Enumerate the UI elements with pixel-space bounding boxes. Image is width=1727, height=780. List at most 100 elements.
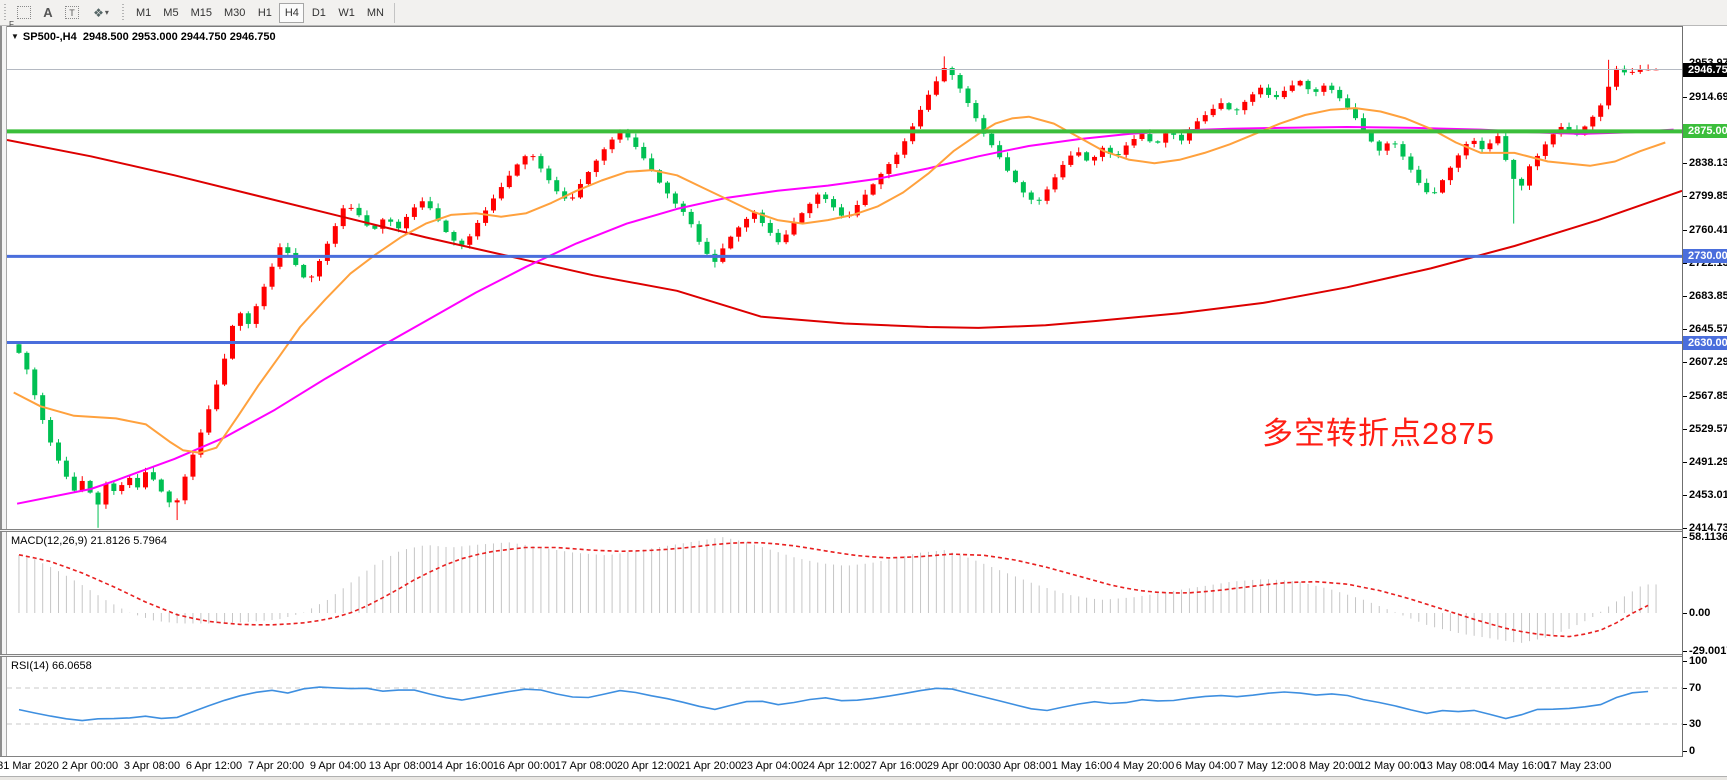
price-tick-label-tick	[1683, 97, 1687, 99]
price-tick-label-tick	[1683, 362, 1687, 364]
timeframe-button-mn[interactable]: MN	[366, 6, 384, 19]
date-label: 20 Apr 12:00	[616, 760, 680, 772]
date-label: 8 May 20:00	[1299, 760, 1361, 772]
date-label: 17 May 23:00	[1544, 760, 1612, 772]
date-label: 7 Apr 20:00	[247, 760, 305, 772]
date-label: 9 Apr 04:00	[309, 760, 367, 772]
price-tick-label: 2760.410	[1689, 224, 1727, 237]
date-label: 27 Apr 16:00	[864, 760, 928, 772]
price-tick-label: 2799.850	[1689, 190, 1727, 203]
timeframe-button-m1[interactable]: M1	[136, 6, 152, 19]
macd-canvas[interactable]	[7, 532, 1682, 653]
price-chart-canvas[interactable]	[7, 27, 1682, 529]
price-tick-label: 2607.290	[1689, 356, 1727, 369]
timeframe-button-w1[interactable]: W1	[338, 6, 355, 19]
ohlc-open: 2948.500	[82, 31, 129, 43]
rsi-tick-label: 0	[1689, 745, 1696, 757]
ohlc-close: 2946.750	[229, 31, 276, 43]
pane-splitter-rsi[interactable]	[0, 654, 1727, 657]
collapse-triangle-icon[interactable]: ▼	[11, 32, 19, 41]
chart-title: ▼ SP500-,H4 2948.500 2953.000 2944.750 29…	[11, 31, 276, 43]
macd-tick-label-tick	[1683, 613, 1687, 614]
date-label: 13 Apr 08:00	[368, 760, 432, 772]
price-tick-label-tick	[1683, 329, 1687, 331]
date-label: 31 Mar 2020	[0, 760, 59, 772]
rsi-canvas[interactable]	[7, 657, 1682, 755]
rsi-tick-label: 30	[1689, 718, 1702, 730]
timeframe-button-m5[interactable]: M5	[163, 6, 179, 19]
pane-splitter-macd[interactable]	[0, 529, 1727, 532]
macd-tick-label: 58.1136	[1689, 530, 1727, 543]
rsi-tick-label-tick	[1683, 751, 1687, 752]
price-tick-label: 2529.570	[1689, 423, 1727, 436]
main-toolbar: F A T ❖ ▾ M1 M5 M15 M30 H1 H4 D1 W1 MN	[0, 0, 1727, 29]
timeframe-button-h4[interactable]: H4	[279, 2, 305, 23]
dropdown-caret-icon: ▾	[104, 8, 109, 17]
price-tick-label: 2491.290	[1689, 456, 1727, 469]
date-label: 12 May 00:00	[1358, 760, 1426, 772]
template-f-label: F	[9, 19, 14, 29]
date-label: 23 Apr 04:00	[740, 760, 804, 772]
text-box-button[interactable]: T	[60, 2, 84, 24]
date-label: 24 Apr 12:00	[802, 760, 866, 772]
rsi-tick-label: 70	[1689, 682, 1702, 694]
macd-label: MACD(12,26,9) 21.8126 5.7964	[11, 535, 167, 547]
price-tick-label: 2567.850	[1689, 390, 1727, 403]
date-label: 16 Apr 00:00	[492, 760, 556, 772]
price-chart-pane[interactable]	[7, 27, 1682, 529]
price-tick-label-tick	[1683, 528, 1687, 530]
macd-tick-label: 0.00	[1689, 607, 1711, 619]
date-label: 17 Apr 08:00	[554, 760, 618, 772]
price-tick-label: 2453.010	[1689, 489, 1727, 502]
symbol-timeframe: SP500-,H4	[22, 31, 77, 43]
price-tick-label-tick	[1683, 263, 1687, 265]
timeframe-group: M1 M5 M15 M30 H1 H4 D1 W1 MN	[130, 2, 390, 23]
chart-text-annotation[interactable]: 多空转折点2875	[1262, 416, 1495, 451]
ohlc-high: 2953.000	[131, 31, 178, 43]
price-axis[interactable]: 2953.9702914.6902838.1302799.8502760.410…	[1683, 26, 1727, 776]
timeframe-button-h1[interactable]: H1	[257, 6, 272, 19]
price-tick-label-tick	[1683, 163, 1687, 165]
timeframe-button-m15[interactable]: M15	[190, 6, 212, 19]
date-label: 14 Apr 16:00	[430, 760, 494, 772]
date-label: 30 Apr 08:00	[988, 760, 1052, 772]
date-label: 6 May 04:00	[1175, 760, 1237, 772]
toolbar-grip[interactable]	[2, 3, 9, 22]
window-left-edge	[0, 26, 7, 776]
price-tick-label-tick	[1683, 230, 1687, 232]
window-bottom-strip	[0, 776, 1727, 780]
horizontal-line-badge: 2630.000	[1683, 335, 1727, 350]
date-label: 3 Apr 08:00	[123, 760, 181, 772]
price-tick-label-tick	[1683, 296, 1687, 298]
text-box-icon: T	[65, 6, 79, 19]
horizontal-line-badge: 2730.000	[1683, 249, 1727, 264]
price-tick-label-tick	[1683, 429, 1687, 431]
price-tick-label-tick	[1683, 462, 1687, 464]
current-price-badge: 2946.750	[1683, 62, 1727, 77]
template-f-button[interactable]: F	[9, 2, 36, 29]
date-label: 2 Apr 00:00	[61, 760, 119, 772]
date-label: 7 May 12:00	[1237, 760, 1299, 772]
macd-pane[interactable]	[7, 532, 1682, 653]
text-label-icon: A	[43, 5, 53, 20]
date-label: 6 Apr 12:00	[185, 760, 243, 772]
toolbar-separator	[393, 2, 395, 23]
macd-tick-label-tick	[1683, 536, 1687, 538]
rsi-label: RSI(14) 66.0658	[11, 660, 92, 672]
price-tick-label-tick	[1683, 495, 1687, 497]
toolbar-grip-2[interactable]	[120, 3, 127, 22]
text-label-button[interactable]: A	[36, 2, 60, 24]
price-tick-label: 2914.690	[1689, 91, 1727, 104]
date-label: 21 Apr 20:00	[678, 760, 742, 772]
draw-objects-button[interactable]: ❖ ▾	[84, 2, 118, 24]
date-label: 14 May 16:00	[1482, 760, 1550, 772]
timeframe-button-m30[interactable]: M30	[223, 6, 246, 19]
price-tick-label-tick	[1683, 196, 1687, 198]
timeframe-button-d1[interactable]: D1	[311, 6, 326, 19]
rsi-pane[interactable]	[7, 657, 1682, 755]
axis-border	[1682, 26, 1683, 776]
ohlc-low: 2944.750	[180, 31, 227, 43]
date-axis[interactable]: 31 Mar 2020 2 Apr 00:00 3 Apr 08:00 6 Apr 1…	[0, 757, 1727, 776]
